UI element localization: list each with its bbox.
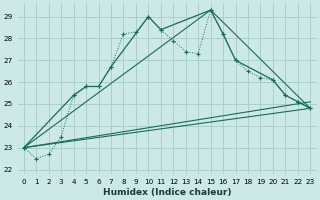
- X-axis label: Humidex (Indice chaleur): Humidex (Indice chaleur): [103, 188, 231, 197]
